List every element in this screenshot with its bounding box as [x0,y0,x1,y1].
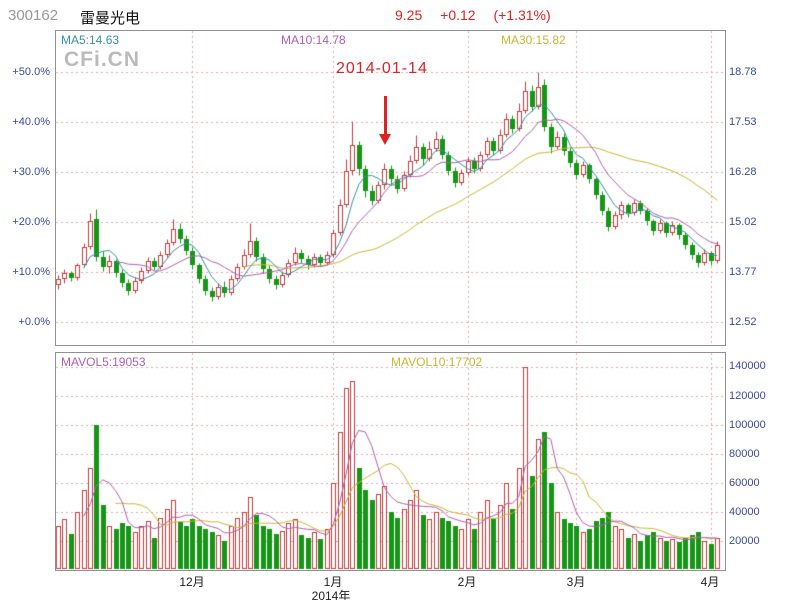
x-axis-month-label: 12月 [179,575,205,589]
volume-axis-label: 140000 [729,360,766,372]
ma5-label: MA5:14.63 [61,33,120,47]
pct-axis-label: +0.0% [18,316,51,328]
price-axis-label: 16.28 [729,166,757,178]
mavol5-label: MAVOL5:19053 [61,355,146,369]
pct-axis-label: +20.0% [12,216,50,228]
volume-axis-label: 20000 [729,535,760,547]
ma30-label: MA30:15.82 [501,33,566,47]
price-axis-label: 13.77 [729,266,757,278]
price-axis-label: 12.52 [729,316,757,328]
x-axis-month-label: 4月 [700,575,720,589]
volume-axis-label: 40000 [729,506,760,518]
pct-axis-label: +30.0% [12,166,50,178]
ma10-label: MA10:14.78 [281,33,346,47]
pct-axis-label: +50.0% [12,66,50,78]
mavol10-label: MAVOL10:17702 [391,355,483,369]
down-arrow-icon [379,96,392,146]
x-axis-month-label: 3月 [566,575,586,589]
volume-axis-label: 60000 [729,477,760,489]
pct-axis-label: +10.0% [12,266,50,278]
price-axis-label: 15.02 [729,216,757,228]
volume-axis-label: 100000 [729,419,766,431]
annotation-date-label: 2014-01-14 [336,60,428,77]
x-axis-month-label: 1月 [323,575,343,589]
x-axis-year-label: 2014年 [311,589,351,600]
x-axis-month-label: 2月 [457,575,477,589]
price-axis-label: 17.53 [729,116,757,128]
pct-axis-label: +40.0% [12,116,50,128]
price-axis-label: 18.78 [729,66,757,78]
volume-axis-label: 120000 [729,390,766,402]
volume-axis-label: 80000 [729,448,760,460]
cfi-watermark: CFi.CN [64,48,140,71]
